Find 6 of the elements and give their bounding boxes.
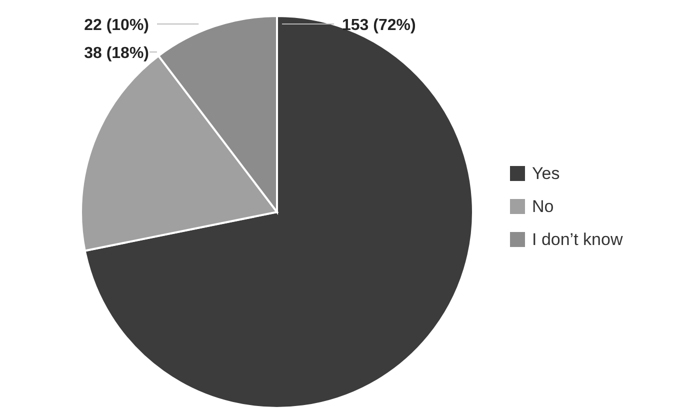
data-label: 38 (18%) [84,45,149,62]
legend-label: I don’t know [532,230,624,249]
data-label: 22 (10%) [84,17,149,34]
data-label: 153 (72%) [342,17,416,34]
legend-label: Yes [532,164,560,183]
legend-label: No [532,197,554,216]
